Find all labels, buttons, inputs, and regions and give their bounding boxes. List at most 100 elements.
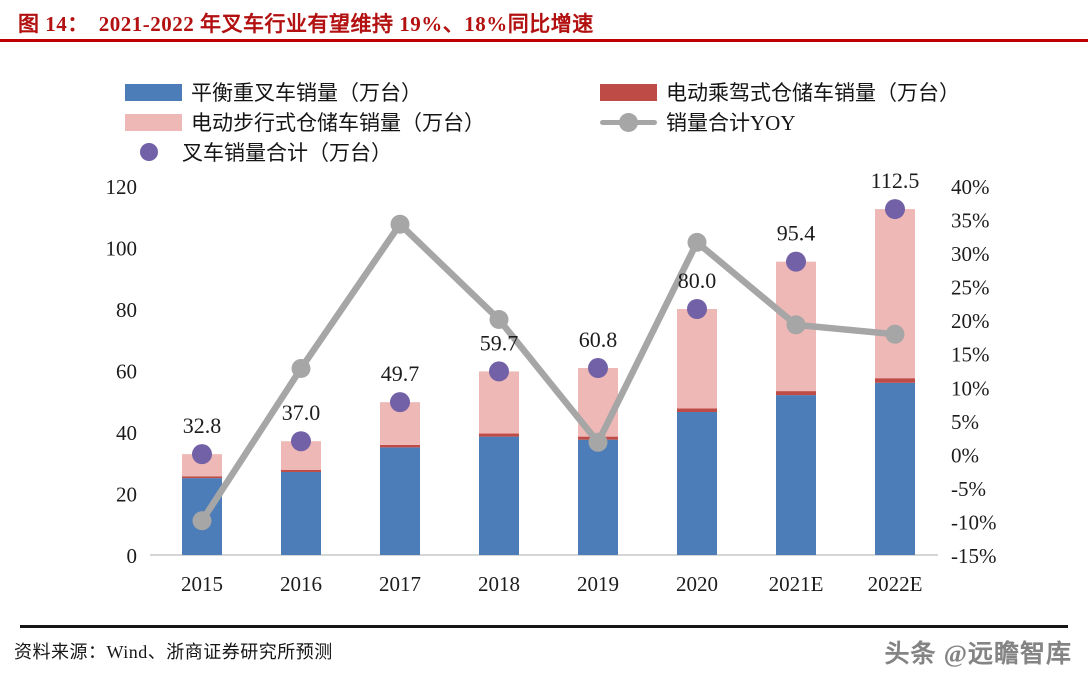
svg-text:59.7: 59.7: [480, 330, 519, 355]
legend-item-counterbalance-forklift: 平衡重叉车销量（万台）: [125, 77, 422, 107]
yoy-point: [687, 232, 707, 252]
x-axis-labels: 2015 2016 2017 2018 2019 2020 2021E 2022E: [181, 572, 922, 596]
svg-text:2017: 2017: [379, 572, 421, 596]
svg-text:5%: 5%: [951, 410, 979, 434]
svg-text:100: 100: [106, 237, 138, 261]
legend-swatch-red-bar: [600, 83, 657, 101]
svg-text:0: 0: [127, 544, 138, 568]
svg-text:25%: 25%: [951, 276, 990, 300]
line-marker-icon: [600, 113, 657, 132]
yoy-point: [786, 315, 806, 335]
svg-text:95.4: 95.4: [777, 221, 816, 246]
yoy-point: [588, 432, 608, 452]
legend-item-yoy-line: 销量合计YOY: [600, 107, 796, 137]
svg-text:35%: 35%: [951, 209, 990, 233]
watermark: 头条 @远瞻智库: [884, 641, 1072, 668]
svg-text:10%: 10%: [951, 376, 990, 400]
left-axis-ticks: 0 20 40 60 80 100 120: [106, 175, 138, 568]
svg-text:2019: 2019: [577, 572, 619, 596]
yoy-line: [192, 214, 905, 531]
svg-text:40%: 40%: [951, 175, 990, 199]
legend-label: 销量合计YOY: [666, 111, 796, 135]
legend-label: 叉车销量合计（万台）: [182, 141, 392, 165]
bar-segment: [479, 433, 519, 437]
yoy-point: [390, 214, 410, 234]
figure-number: 图 14：: [18, 12, 89, 36]
total-point: [192, 444, 212, 465]
bar-segment: [281, 471, 321, 555]
bar-segment: [875, 378, 915, 383]
bar-segment: [776, 395, 816, 555]
svg-text:120: 120: [106, 175, 138, 199]
title-underline: [0, 39, 1088, 42]
svg-text:2021E: 2021E: [769, 572, 824, 596]
total-point: [588, 358, 608, 379]
svg-text:37.0: 37.0: [282, 400, 321, 425]
svg-text:80.0: 80.0: [678, 268, 717, 293]
legend-label: 电动乘驾式仓储车销量（万台）: [666, 81, 960, 105]
figure-title: 图 14： 2021-2022 年叉车行业有望维持 19%、18%同比增速: [18, 8, 594, 38]
bar-data-labels: 32.8 37.0 49.7 59.7 60.8 80.0 95.4 112.5: [183, 168, 920, 438]
figure-title-text: 2021-2022 年叉车行业有望维持 19%、18%同比增速: [98, 12, 594, 36]
right-axis-ticks: 40% 35% 30% 25% 20% 15% 10% 5% 0% -5% -10% -15%: [951, 175, 997, 568]
total-point: [489, 361, 509, 382]
bar-segment: [875, 382, 915, 555]
svg-text:15%: 15%: [951, 343, 990, 367]
svg-text:-5%: -5%: [951, 477, 986, 501]
source-text: 资料来源：Wind、浙商证券研究所预测: [14, 642, 333, 662]
svg-text:60: 60: [116, 360, 137, 384]
legend-label: 电动步行式仓储车销量（万台）: [191, 111, 485, 135]
bar-segment: [578, 439, 618, 555]
legend-item-pedestrian-warehouse-truck: 电动步行式仓储车销量（万台）: [125, 107, 485, 137]
bar-segment: [281, 469, 321, 472]
svg-text:49.7: 49.7: [381, 361, 420, 386]
legend-label: 平衡重叉车销量（万台）: [191, 81, 422, 105]
bar-segment: [875, 209, 915, 379]
footer-divider: [20, 625, 1068, 628]
yoy-point: [489, 310, 509, 330]
yoy-point: [885, 324, 905, 344]
svg-text:2020: 2020: [676, 572, 718, 596]
total-point: [786, 251, 806, 272]
svg-text:80: 80: [116, 298, 137, 322]
bar-segment: [380, 447, 420, 555]
svg-text:112.5: 112.5: [871, 168, 920, 193]
yoy-point: [192, 511, 212, 531]
svg-text:2016: 2016: [280, 572, 322, 596]
svg-text:0%: 0%: [951, 443, 979, 467]
bar-segment: [182, 476, 222, 479]
svg-text:30%: 30%: [951, 242, 990, 266]
total-point: [885, 199, 905, 220]
dot-marker-icon: [140, 143, 158, 161]
svg-text:40: 40: [116, 421, 137, 445]
bar-segment: [479, 436, 519, 555]
svg-text:2022E: 2022E: [868, 572, 923, 596]
legend-swatch-blue-bar: [125, 83, 182, 101]
bar-segment: [677, 309, 717, 409]
svg-text:2018: 2018: [478, 572, 520, 596]
total-point: [390, 392, 410, 413]
legend-item-total-sales-dot: 叉车销量合计（万台）: [125, 137, 392, 167]
total-point: [687, 299, 707, 319]
bar-segment: [776, 391, 816, 396]
bar-segment: [677, 412, 717, 555]
svg-text:-15%: -15%: [951, 544, 997, 568]
svg-text:60.8: 60.8: [579, 327, 618, 352]
yoy-point: [291, 358, 311, 378]
bar-segment: [677, 408, 717, 413]
svg-text:32.8: 32.8: [183, 413, 222, 438]
total-point: [291, 431, 311, 452]
svg-text:-10%: -10%: [951, 510, 997, 534]
bar-segment: [380, 444, 420, 448]
bar-segment: [479, 371, 519, 434]
legend-swatch-pink-bar: [125, 113, 182, 131]
legend-item-rider-warehouse-truck: 电动乘驾式仓储车销量（万台）: [600, 77, 960, 107]
svg-text:20: 20: [116, 483, 137, 507]
stacked-bars: [182, 209, 915, 555]
bar-segment: [182, 454, 222, 477]
svg-text:2015: 2015: [181, 572, 223, 596]
total-sales-dots: [192, 199, 905, 465]
svg-text:20%: 20%: [951, 309, 990, 333]
